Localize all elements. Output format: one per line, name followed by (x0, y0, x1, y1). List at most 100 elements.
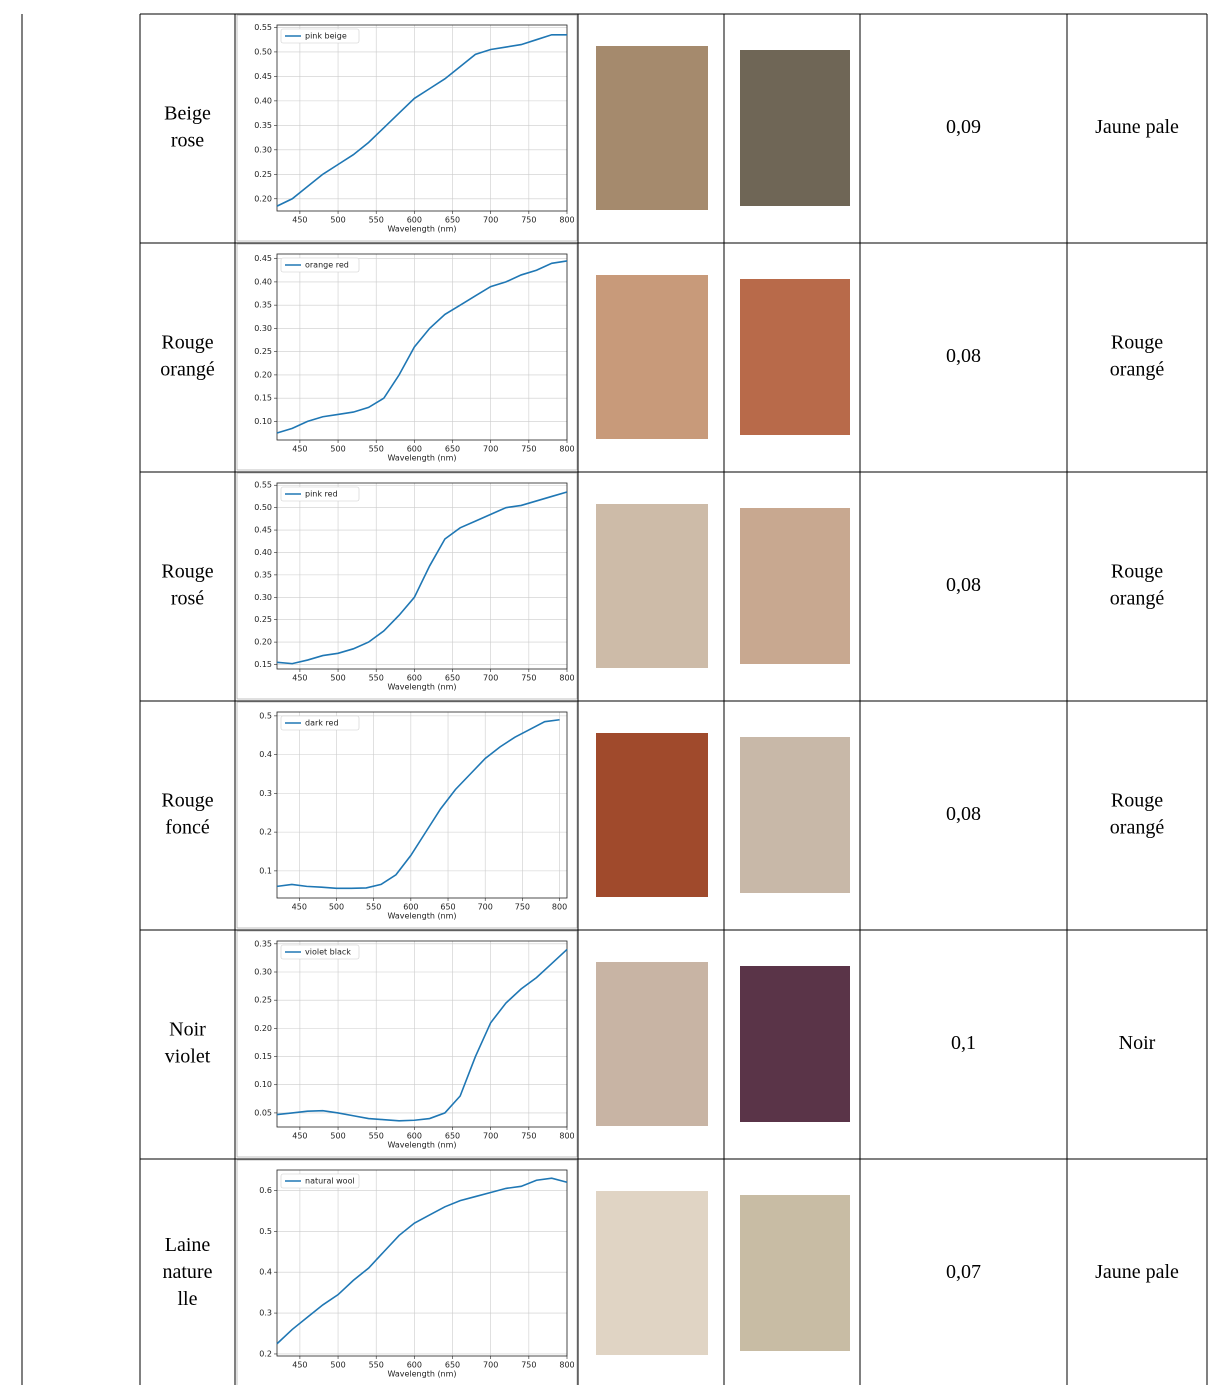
color-label: Noir (1119, 1032, 1156, 1054)
photo (596, 46, 708, 210)
y-tick-label: 0.3 (259, 789, 272, 798)
y-tick-label: 0.45 (254, 526, 272, 535)
x-tick-label: 500 (330, 1132, 345, 1141)
photo (596, 733, 708, 897)
photo (740, 737, 850, 893)
spectrum-chart: 0.1 0.2 0.3 0.4 0.5 450 500 550 600 650 700 750 800 W… (236, 701, 578, 929)
spectrum-line (276, 1177, 568, 1345)
y-tick-label: 0.05 (254, 1108, 272, 1117)
y-tick-label: 0.35 (254, 939, 272, 948)
material-name: nature (163, 1261, 213, 1283)
photo (596, 962, 708, 1126)
legend-label: pink red (305, 490, 338, 499)
chart-frame (236, 930, 578, 1158)
spectrum-chart: 0.05 0.10 0.15 0.20 0.25 0.30 0.35 450 500 550 600… (236, 930, 578, 1158)
photo (596, 275, 708, 439)
color-label: Jaune pale (1095, 116, 1179, 138)
legend-box (280, 28, 360, 44)
x-axis-label: Wavelength (nm) (387, 1141, 456, 1150)
color-label: orangé (1110, 359, 1165, 381)
y-tick-label: 0.55 (254, 481, 272, 490)
material-name: rosé (171, 588, 204, 610)
x-tick-label: 450 (292, 674, 307, 683)
x-tick-label: 800 (559, 674, 574, 683)
x-axis-label: Wavelength (nm) (387, 912, 456, 921)
plot-frame (276, 253, 568, 441)
x-tick-label: 500 (329, 903, 344, 912)
x-tick-label: 500 (330, 1361, 345, 1370)
y-tick-label: 0.4 (259, 1268, 272, 1277)
legend-label: natural wool (305, 1177, 355, 1186)
x-tick-label: 750 (521, 1132, 536, 1141)
y-tick-label: 0.50 (254, 47, 272, 56)
plot-frame (276, 940, 568, 1128)
x-tick-label: 750 (521, 1361, 536, 1370)
plot-frame (276, 482, 568, 670)
legend-label: orange red (305, 261, 349, 270)
color-label: orangé (1110, 817, 1165, 839)
color-label: Rouge (1111, 790, 1163, 812)
material-name: violet (165, 1046, 211, 1068)
y-tick-label: 0.15 (254, 394, 272, 403)
x-tick-label: 600 (407, 1132, 422, 1141)
material-name: Rouge (161, 561, 213, 583)
x-tick-label: 600 (407, 216, 422, 225)
plot-frame (276, 1169, 568, 1357)
y-tick-label: 0.35 (254, 301, 272, 310)
y-tick-label: 0.25 (254, 996, 272, 1005)
x-tick-label: 650 (445, 674, 460, 683)
x-axis-label: Wavelength (nm) (387, 225, 456, 234)
x-tick-label: 550 (369, 1361, 384, 1370)
x-tick-label: 800 (559, 216, 574, 225)
chart-frame (236, 1159, 578, 1387)
y-tick-label: 0.15 (254, 1052, 272, 1061)
x-tick-label: 750 (515, 903, 530, 912)
x-tick-label: 800 (559, 1361, 574, 1370)
x-tick-label: 650 (445, 1361, 460, 1370)
y-tick-label: 0.40 (254, 548, 272, 557)
x-tick-label: 450 (292, 216, 307, 225)
spectrum-line (276, 33, 567, 207)
chart-frame (236, 472, 578, 700)
photo (740, 50, 850, 206)
delta-value: 0,08 (946, 574, 981, 596)
legend-box (280, 944, 360, 960)
y-tick-label: 0.25 (254, 615, 272, 624)
photo (740, 508, 850, 664)
x-tick-label: 600 (407, 445, 422, 454)
y-tick-label: 0.30 (254, 324, 272, 333)
x-tick-label: 700 (483, 216, 498, 225)
delta-value: 0,08 (946, 803, 981, 825)
spectrum-chart: 0.10 0.15 0.20 0.25 0.30 0.35 0.40 0.45 450 500 55… (236, 243, 578, 471)
material-name: lle (178, 1288, 198, 1310)
photo (740, 279, 850, 435)
x-tick-label: 700 (483, 674, 498, 683)
x-tick-label: 700 (478, 903, 493, 912)
x-tick-label: 800 (559, 1132, 574, 1141)
x-tick-label: 750 (521, 216, 536, 225)
x-tick-label: 700 (483, 445, 498, 454)
x-tick-label: 450 (292, 445, 307, 454)
x-tick-label: 700 (483, 1361, 498, 1370)
y-tick-label: 0.55 (254, 23, 272, 32)
y-tick-label: 0.45 (254, 72, 272, 81)
y-tick-label: 0.30 (254, 593, 272, 602)
material-name: orangé (160, 359, 215, 381)
y-tick-label: 0.50 (254, 503, 272, 512)
spectrum-line (276, 491, 568, 665)
y-tick-label: 0.20 (254, 638, 272, 647)
legend-label: dark red (305, 719, 339, 728)
y-tick-label: 0.20 (254, 194, 272, 203)
y-tick-label: 0.35 (254, 570, 272, 579)
y-tick-label: 0.5 (259, 1227, 272, 1236)
x-tick-label: 450 (292, 903, 307, 912)
y-tick-label: 0.20 (254, 370, 272, 379)
spectrum-line (276, 260, 568, 434)
chart-frame (236, 243, 578, 471)
y-tick-label: 0.30 (254, 145, 272, 154)
legend-label: violet black (305, 948, 351, 957)
y-tick-label: 0.30 (254, 968, 272, 977)
x-tick-label: 800 (559, 445, 574, 454)
y-tick-label: 0.5 (259, 711, 272, 720)
